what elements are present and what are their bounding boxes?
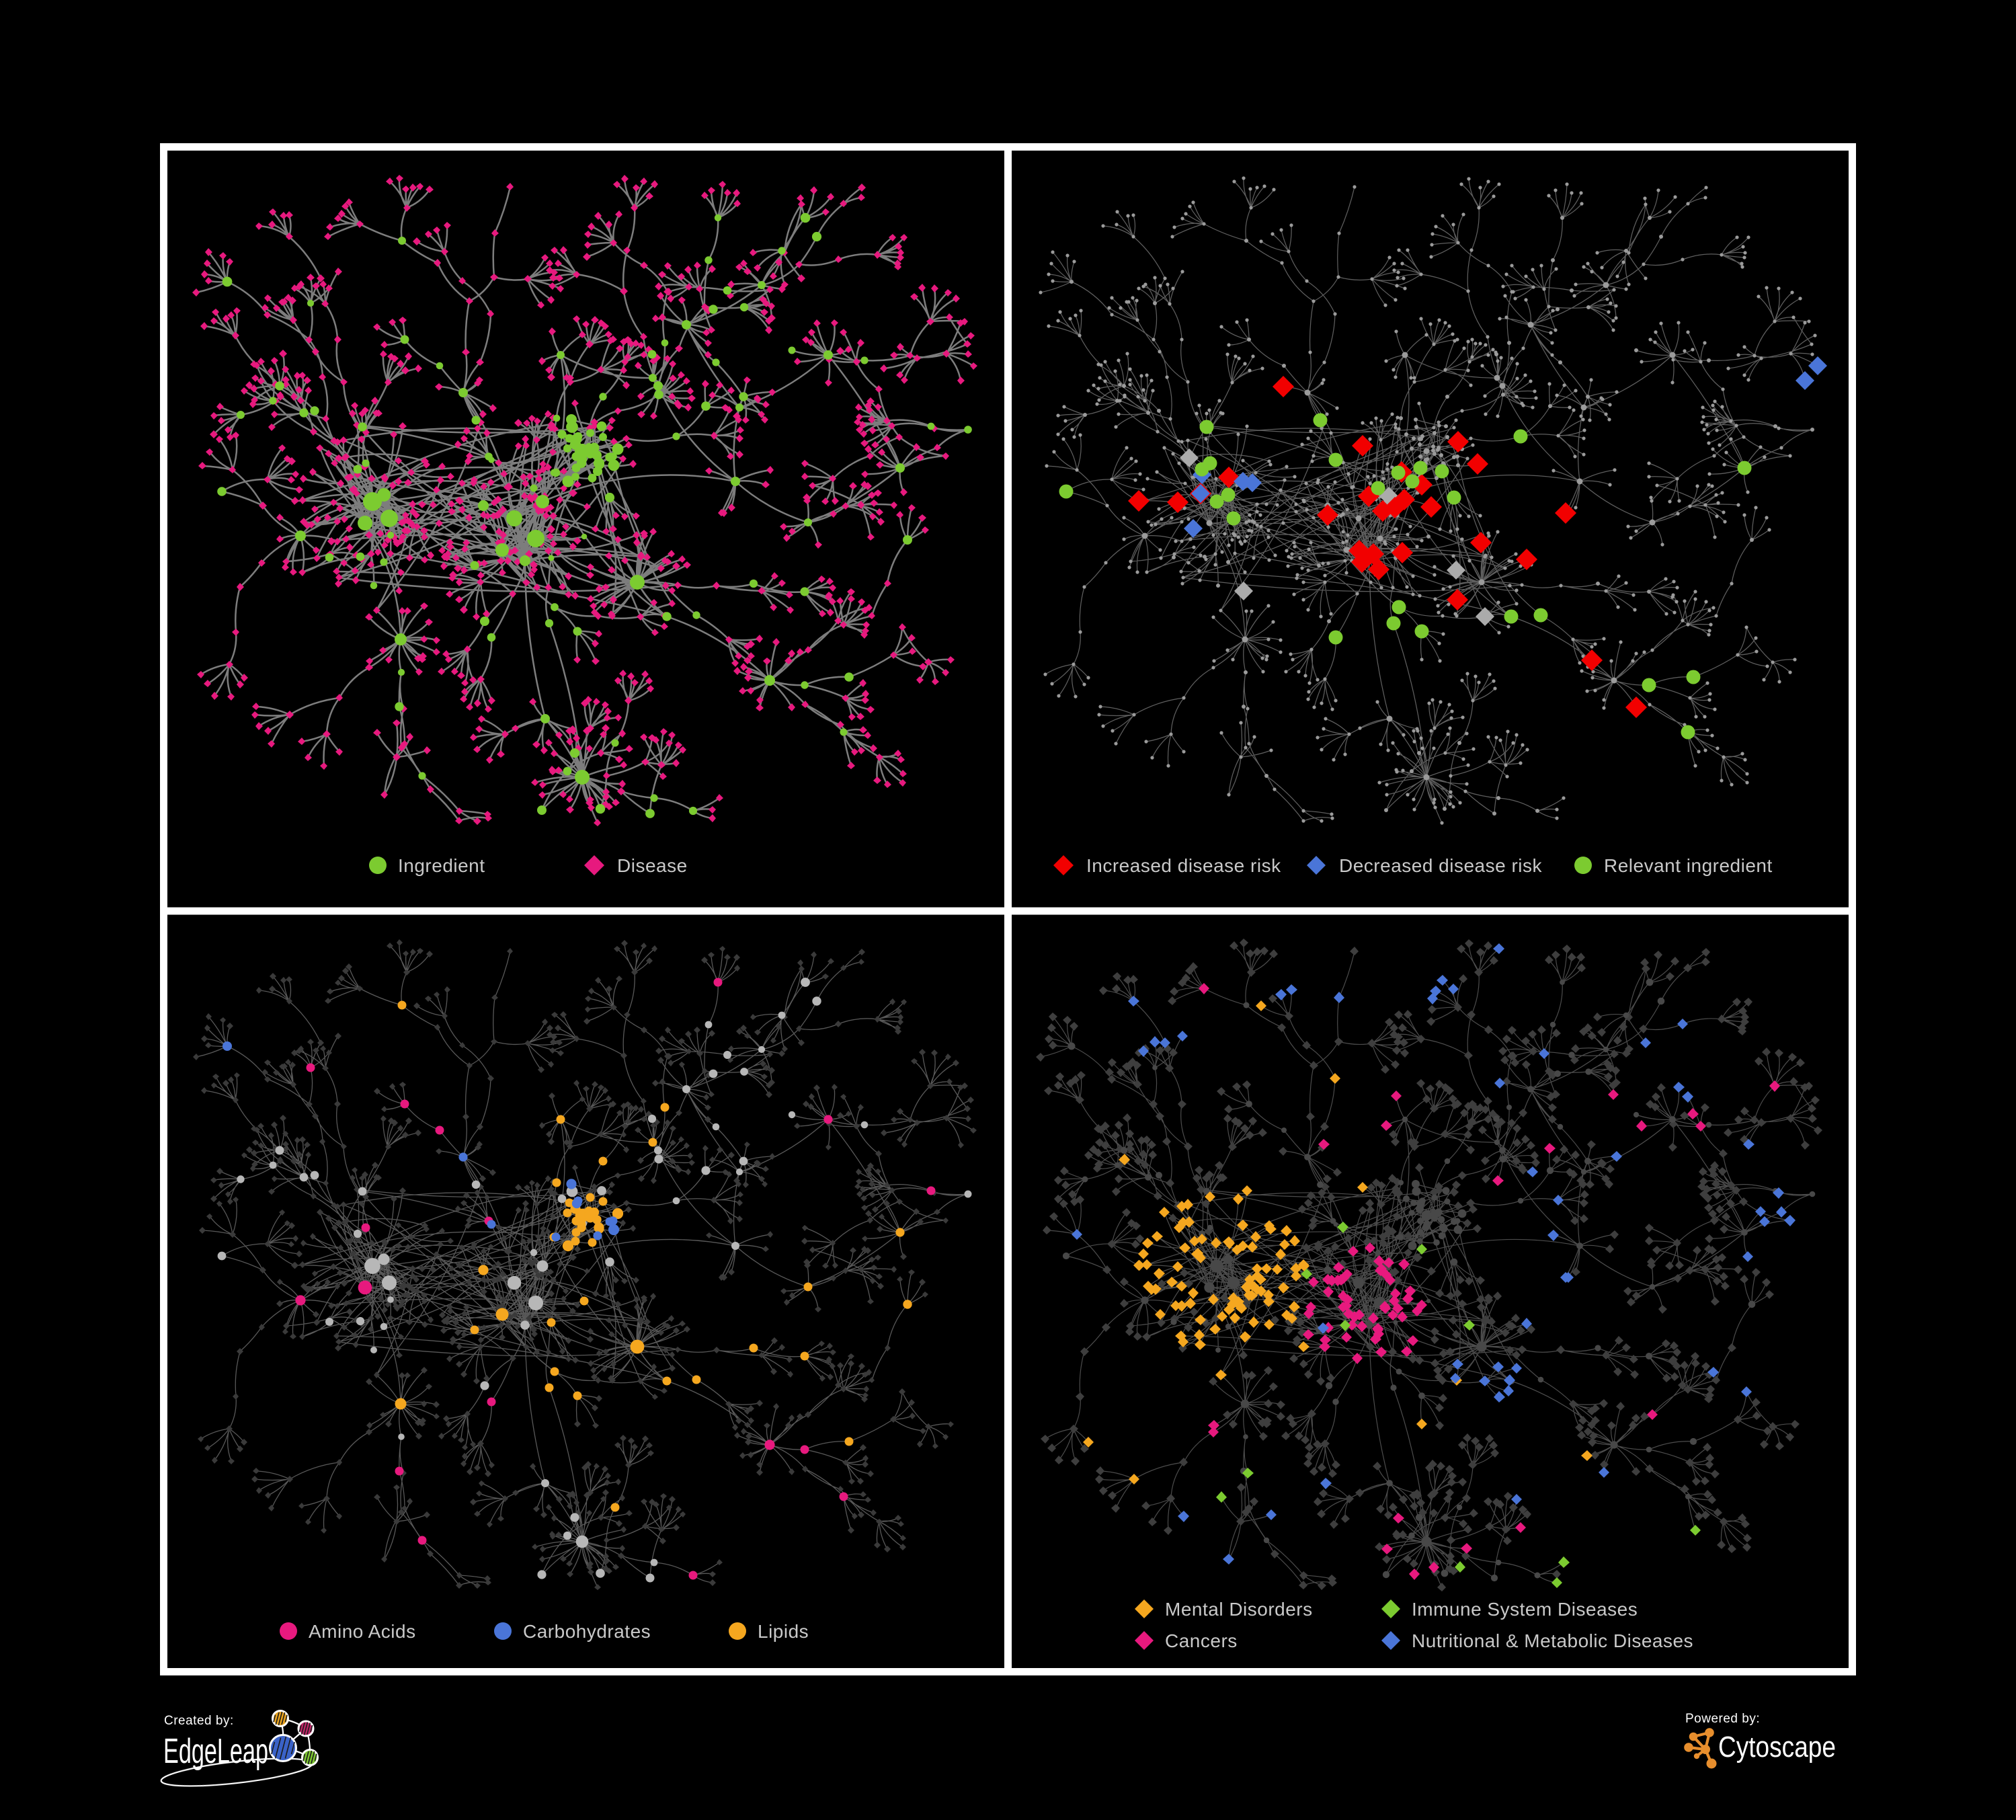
svg-text:Created by:: Created by:	[164, 1714, 234, 1728]
svg-text:Ingredient: Ingredient	[398, 855, 485, 876]
svg-text:Amino Acids: Amino Acids	[309, 1621, 416, 1642]
svg-text:EdgeLeap: EdgeLeap	[163, 1732, 268, 1771]
svg-text:Increased disease risk: Increased disease risk	[1086, 855, 1281, 876]
svg-text:Immune System Diseases: Immune System Diseases	[1412, 1599, 1638, 1620]
svg-text:Relevant ingredient: Relevant ingredient	[1604, 855, 1773, 876]
svg-text:Powered by:: Powered by:	[1685, 1712, 1760, 1726]
svg-text:Nutritional & Metabolic Diseas: Nutritional & Metabolic Diseases	[1412, 1630, 1693, 1651]
svg-text:Carbohydrates: Carbohydrates	[523, 1621, 651, 1642]
svg-text:Cytoscape: Cytoscape	[1718, 1731, 1836, 1764]
svg-text:Decreased disease risk: Decreased disease risk	[1339, 855, 1543, 876]
svg-text:Lipids: Lipids	[758, 1621, 809, 1642]
svg-text:Cancers: Cancers	[1165, 1630, 1238, 1651]
svg-text:Disease: Disease	[617, 855, 688, 876]
svg-text:Mental Disorders: Mental Disorders	[1165, 1599, 1313, 1620]
